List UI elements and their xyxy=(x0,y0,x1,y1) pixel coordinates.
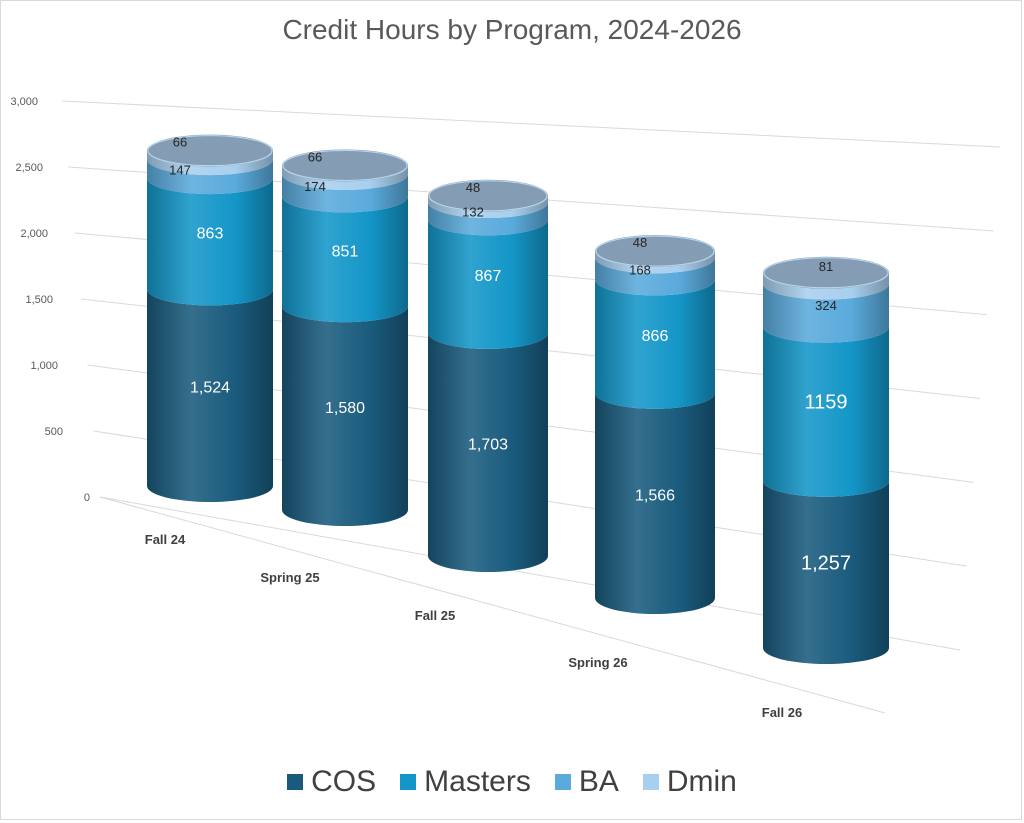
legend-swatch xyxy=(642,774,659,790)
bar-segment-dmin xyxy=(428,195,548,219)
cylinder-top xyxy=(595,235,715,268)
cylinder-rim xyxy=(147,135,273,167)
x-tick-label: Spring 25 xyxy=(260,570,319,585)
data-label: 866 xyxy=(642,328,669,345)
bar-segment-cos xyxy=(428,332,548,572)
data-label: 324 xyxy=(815,298,837,313)
data-label: 1,703 xyxy=(468,436,508,453)
bar-segment-masters xyxy=(763,326,889,497)
y-tick-label: 0 xyxy=(84,492,90,504)
data-label: 1,257 xyxy=(801,552,851,574)
bar-segment-dmin xyxy=(763,272,889,300)
bar-segment-dmin xyxy=(595,251,715,274)
bar-segment-dmin xyxy=(282,165,408,190)
bar-segment-masters xyxy=(428,219,548,349)
y-tick-label: 1,000 xyxy=(30,360,58,372)
bar-segment-dmin xyxy=(147,150,273,176)
data-label: 48 xyxy=(633,235,647,250)
legend-label: Masters xyxy=(424,765,531,798)
bar-segment-masters xyxy=(282,196,408,323)
legend-item-dmin: Dmin xyxy=(642,765,737,799)
data-label: 1,580 xyxy=(325,400,365,417)
cylinder-top xyxy=(147,134,273,167)
legend-swatch xyxy=(400,774,417,790)
data-label: 1,524 xyxy=(190,380,230,397)
data-label: 867 xyxy=(475,268,502,285)
legend-swatch xyxy=(554,774,571,790)
data-label: 147 xyxy=(169,163,191,178)
floor-edge xyxy=(99,496,886,714)
data-label: 66 xyxy=(308,149,322,164)
cylinder-rim xyxy=(763,257,889,289)
data-label: 168 xyxy=(629,262,651,277)
legend-item-masters: Masters xyxy=(400,765,531,799)
bar-segment-masters xyxy=(595,279,715,409)
y-tick-label: 500 xyxy=(45,426,63,438)
cylinder-rim xyxy=(428,180,548,212)
bar-segment-ba xyxy=(595,257,715,296)
bar-segment-ba xyxy=(763,283,889,343)
cylinder-rim xyxy=(282,149,408,181)
bar-segment-cos xyxy=(282,306,408,526)
data-label: 48 xyxy=(466,180,480,195)
data-label: 851 xyxy=(332,243,359,260)
data-label: 1159 xyxy=(804,392,847,414)
data-label: 1,566 xyxy=(635,487,675,504)
x-tick-label: Fall 25 xyxy=(415,608,455,623)
bar-segment-cos xyxy=(147,289,273,502)
legend: COS Masters BA Dmin xyxy=(0,765,1024,799)
data-label: 81 xyxy=(819,259,833,274)
cylinder-rim xyxy=(595,235,715,267)
bar-segment-ba xyxy=(282,173,408,213)
bar-segment-masters xyxy=(147,178,273,306)
x-tick-label: Fall 24 xyxy=(145,532,186,547)
y-tick-label: 2,000 xyxy=(20,228,48,240)
y-tick-label: 1,500 xyxy=(25,294,53,306)
legend-item-cos: COS xyxy=(287,765,376,799)
cylinder-top xyxy=(282,149,408,182)
data-label: 174 xyxy=(304,179,326,194)
legend-label: COS xyxy=(311,765,377,798)
bar-segment-cos xyxy=(763,480,889,664)
legend-swatch xyxy=(287,774,304,790)
legend-item-ba: BA xyxy=(554,765,619,799)
bar-segment-ba xyxy=(147,159,273,195)
x-tick-label: Spring 26 xyxy=(568,655,627,670)
y-tick-label: 3,000 xyxy=(10,96,38,108)
x-tick-label: Fall 26 xyxy=(762,705,802,720)
bar-segment-ba xyxy=(428,202,548,236)
legend-label: Dmin xyxy=(666,765,737,798)
cylinder-top xyxy=(763,256,889,289)
chart-title: Credit Hours by Program, 2024-2026 xyxy=(282,14,742,45)
y-tick-label: 2,500 xyxy=(15,162,43,174)
data-label: 66 xyxy=(173,135,187,150)
data-label: 863 xyxy=(197,226,224,243)
cylinder-top xyxy=(428,179,548,212)
data-label: 132 xyxy=(462,205,484,220)
gridline xyxy=(61,100,1001,148)
legend-label: BA xyxy=(578,765,619,798)
bar-segment-cos xyxy=(595,392,715,614)
